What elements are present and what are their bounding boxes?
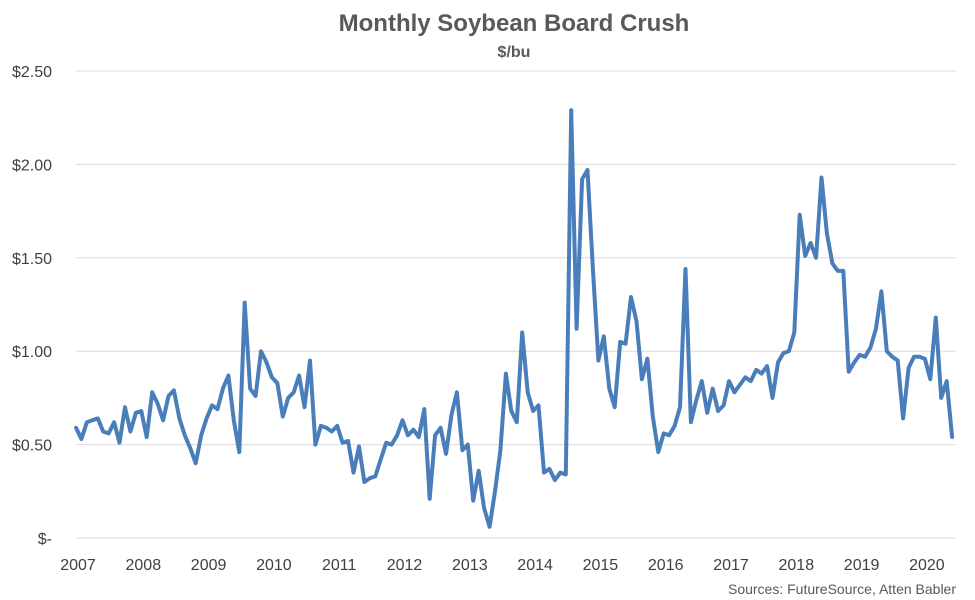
chart-subtitle: $/bu [498,44,531,61]
x-tick-label: 2008 [126,557,162,574]
x-tick-label: 2016 [648,557,684,574]
y-tick-label: $1.50 [12,251,52,268]
x-tick-label: 2010 [256,557,292,574]
x-tick-label: 2007 [60,557,96,574]
x-tick-label: 2019 [844,557,880,574]
series-line-crush [74,108,955,529]
x-tick-label: 2018 [779,557,815,574]
x-tick-label: 2014 [517,557,553,574]
chart-title: Monthly Soybean Board Crush [339,10,690,37]
x-axis-ticks: 2007 2008 2009 2010 2011 2012 2013 2014 2015 2016… [60,557,945,574]
y-tick-label: $0.50 [12,438,52,455]
x-tick-label: 2017 [713,557,749,574]
source-note: Sources: FutureSource, Atten Babler [728,581,956,597]
x-tick-label: 2013 [452,557,488,574]
x-tick-label: 2015 [583,557,619,574]
x-tick-label: 2011 [322,557,357,574]
y-tick-label: $- [38,531,52,548]
x-tick-label: 2009 [191,557,227,574]
gridlines [76,70,956,539]
y-tick-label: $1.00 [12,344,52,361]
y-tick-label: $2.50 [12,64,52,81]
x-tick-label: 2012 [387,557,423,574]
y-tick-label: $2.00 [12,157,52,174]
x-tick-label: 2020 [909,557,945,574]
y-axis-ticks: $- $0.50 $1.00 $1.50 $2.00 $2.50 [12,64,52,548]
